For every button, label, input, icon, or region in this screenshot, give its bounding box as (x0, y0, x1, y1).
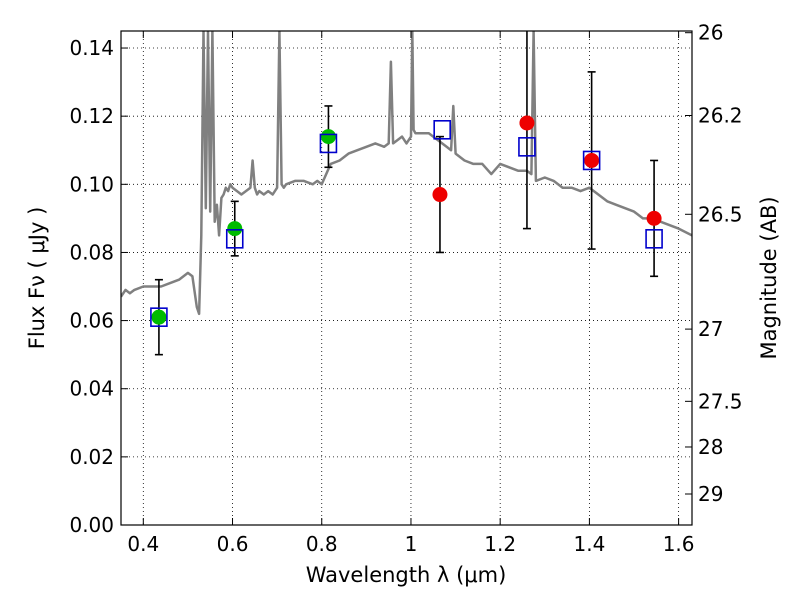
data-points (150, 115, 663, 327)
model-flux-square (582, 150, 601, 171)
y-tick-label: 0.14 (69, 36, 114, 60)
x-tick-label: 1.6 (663, 532, 695, 556)
y2-tick-label: 26.2 (698, 103, 743, 127)
plot-background (121, 31, 692, 525)
x-tick-label: 1 (405, 532, 418, 556)
x-tick-label: 0.4 (127, 532, 159, 556)
model-spectrum-line (121, 31, 692, 316)
y-axis-title: Flux Fν ( μJy ) (25, 207, 49, 350)
y2-tick-label: 27.5 (698, 389, 743, 413)
y-tick-label: 0.02 (69, 445, 114, 469)
plot-frame (120, 30, 693, 526)
flux-point (151, 309, 167, 325)
model-flux-square (150, 307, 168, 327)
x-tick-label: 1.4 (573, 532, 605, 556)
x-tick-label: 1.2 (484, 532, 516, 556)
flux-point (432, 187, 448, 203)
model-flux-square (518, 137, 536, 157)
x-axis-title: Wavelength λ (μm) (306, 563, 507, 587)
model-flux-square (319, 133, 338, 154)
x-tick-label: 0.6 (217, 532, 249, 556)
y2-axis-title: Magnitude (AB) (757, 196, 781, 359)
flux-point (519, 115, 535, 131)
y-tick-label: 0.04 (69, 377, 114, 401)
model-flux-square (225, 229, 244, 249)
y2-tick-label: 26 (698, 21, 723, 45)
model-flux-square (645, 229, 663, 249)
axis-ticks: 0.4 0.6 0.8 1 1.2 1.4 1.6 0.00 0.02 0.04 0.06 0.08 0… (69, 21, 742, 556)
model-flux-square (433, 120, 451, 140)
y-tick-label: 0.00 (69, 513, 114, 537)
y-tick-label: 0.12 (69, 104, 114, 128)
y2-tick-label: 28 (698, 435, 723, 459)
x-tick-label: 0.8 (306, 532, 338, 556)
y-tick-label: 0.10 (69, 172, 114, 196)
y-tick-label: 0.06 (69, 309, 114, 333)
flux-point (646, 210, 662, 226)
y2-tick-label: 27 (698, 317, 723, 341)
flux-point (320, 129, 336, 145)
flux-point (584, 152, 600, 168)
y2-tick-label: 29 (698, 482, 723, 506)
flux-point (227, 221, 243, 237)
model-spectrum (121, 31, 692, 316)
y-tick-label: 0.08 (69, 240, 114, 264)
y2-tick-label: 26.5 (698, 202, 743, 226)
